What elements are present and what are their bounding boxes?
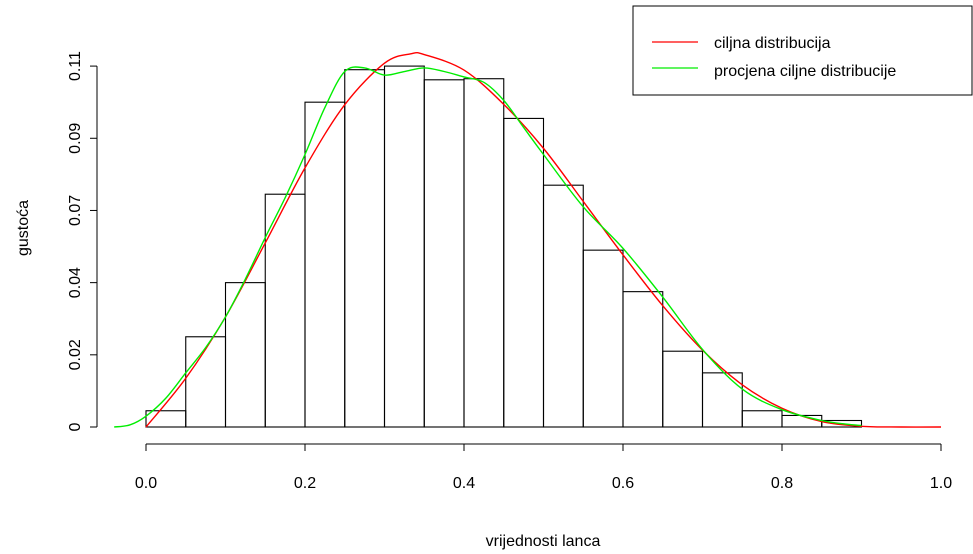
legend-label-procjena-ciljne-distribucije: procjena ciljne distribucije [714,63,896,80]
histogram-bar [622,291,664,428]
x-axis: 0.0 0.2 0.4 0.6 0.8 1.0 [135,443,952,492]
histogram-bar [741,410,783,428]
x-tick-label: 0.4 [453,475,475,492]
y-axis-title: gustoća [15,200,32,256]
y-tick-label: 0 [67,422,84,431]
histogram-bar [344,69,386,428]
y-tick-label: 0.09 [67,123,84,154]
histogram-bar [582,249,624,428]
histogram-bar [821,419,863,428]
y-tick-label: 0.07 [67,195,84,226]
y-tick-label: 0.04 [67,267,84,298]
legend-label-ciljna-distribucija: ciljna distribucija [714,35,831,52]
histogram-bar [781,414,823,428]
histogram-bar [423,79,465,428]
histogram-bar [542,184,584,428]
x-axis-title: vrijednosti lanca [486,533,601,550]
histogram-bar [304,101,346,428]
legend-box [632,5,973,96]
histogram-bars [145,65,863,428]
histogram-bar [503,117,545,428]
histogram-bar [463,78,505,428]
legend: ciljna distribucija procjena ciljne dist… [632,5,973,96]
histogram-bar [662,350,704,428]
y-tick-label: 0.11 [67,51,84,81]
x-tick-label: 0.8 [771,475,793,492]
histogram-bar [383,65,425,428]
y-axis: 0 0.02 0.04 0.07 0.09 0.11 [67,51,98,431]
y-tick-label: 0.02 [67,339,84,370]
histogram-bar [264,193,306,428]
x-tick-label: 0.6 [612,475,634,492]
x-tick-label: 0.0 [135,475,157,492]
x-tick-label: 1.0 [930,475,952,492]
density-curves [114,51,942,428]
x-tick-label: 0.2 [294,475,316,492]
estimated-density-curve [114,66,862,428]
histogram-bar [224,282,266,428]
histogram-bar [701,372,743,428]
